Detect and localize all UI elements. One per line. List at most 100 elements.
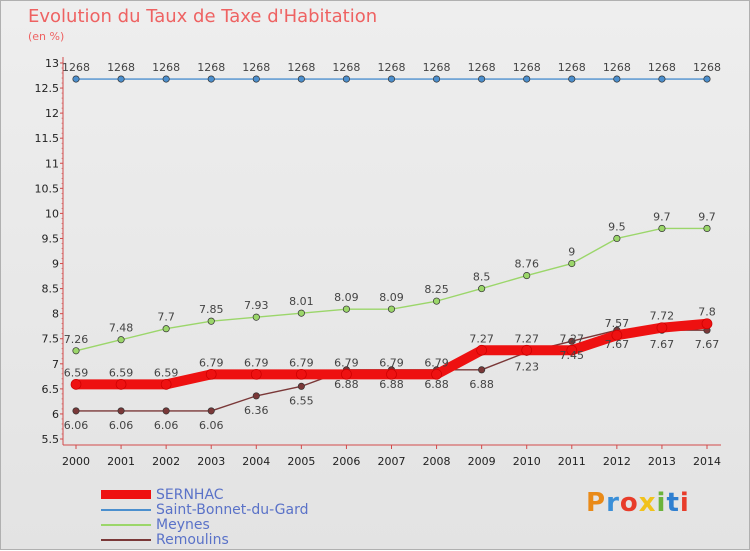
- data-point: [523, 272, 531, 280]
- legend-label: Saint-Bonnet-du-Gard: [156, 501, 309, 518]
- legend-label: SERNHAC: [156, 486, 224, 503]
- legend-swatch: [101, 490, 151, 499]
- data-label: 1268: [287, 61, 315, 74]
- data-point: [703, 224, 711, 232]
- data-label: 7.8: [698, 306, 716, 319]
- data-label: 7.72: [650, 310, 675, 323]
- data-point: [252, 313, 260, 321]
- data-label: 6.06: [154, 419, 179, 432]
- data-label: 6.36: [244, 404, 269, 417]
- data-label: 7.67: [650, 338, 675, 351]
- data-point: [205, 368, 217, 380]
- data-point: [658, 75, 666, 83]
- data-point: [566, 344, 578, 356]
- y-unit-label: (en %): [28, 30, 65, 43]
- data-label: 7.57: [605, 317, 630, 330]
- data-label: 8.09: [334, 291, 359, 304]
- data-label: 8.76: [514, 258, 539, 271]
- data-point: [117, 336, 125, 344]
- data-point: [297, 309, 305, 317]
- legend-swatch: [101, 538, 151, 541]
- data-point: [703, 75, 711, 83]
- legend-item: Remoulins: [101, 532, 309, 548]
- x-tick-label: 2007: [378, 455, 406, 468]
- x-tick-label: 2008: [423, 455, 451, 468]
- y-tick-label: 12: [45, 107, 59, 120]
- data-point: [207, 317, 215, 325]
- data-label: 6.79: [289, 356, 314, 369]
- data-label: 6.06: [199, 419, 224, 432]
- data-label: 6.59: [64, 366, 89, 379]
- data-point: [523, 75, 531, 83]
- y-tick-label: 13: [45, 57, 59, 70]
- y-tick-label: 6.5: [42, 383, 60, 396]
- data-point: [117, 75, 125, 83]
- proxiti-logo: Proxiti: [586, 488, 690, 518]
- legend-item: SERNHAC: [101, 486, 309, 503]
- x-tick-label: 2009: [468, 455, 496, 468]
- data-point: [162, 407, 170, 415]
- data-label: 8.5: [473, 271, 491, 284]
- x-tick-label: 2013: [648, 455, 676, 468]
- data-point: [387, 75, 396, 83]
- data-point: [521, 344, 533, 356]
- data-point: [431, 368, 442, 380]
- data-point: [296, 368, 307, 380]
- x-tick-label: 2005: [287, 455, 315, 468]
- data-label: 8.09: [379, 291, 404, 304]
- data-point: [160, 379, 172, 390]
- y-tick-label: 8.5: [42, 283, 60, 296]
- data-label: 8.01: [289, 295, 314, 308]
- legend-swatch: [101, 508, 151, 511]
- data-point: [252, 392, 260, 400]
- data-point: [478, 75, 486, 83]
- data-point: [72, 407, 80, 415]
- data-point: [613, 234, 621, 243]
- data-point: [72, 347, 80, 355]
- data-label: 7.93: [244, 299, 269, 312]
- data-point: [433, 297, 441, 305]
- data-point: [658, 224, 666, 232]
- data-label: 1268: [423, 61, 451, 74]
- data-label: 6.79: [334, 356, 359, 369]
- data-point: [297, 75, 305, 83]
- data-point: [342, 75, 350, 83]
- data-label: 6.79: [244, 356, 269, 369]
- data-point: [117, 407, 125, 415]
- data-point: [72, 75, 80, 83]
- y-tick-label: 11.5: [35, 132, 60, 145]
- data-label: 9.7: [653, 210, 671, 223]
- data-label: 1268: [648, 61, 676, 74]
- data-label: 7.27: [514, 332, 539, 345]
- data-point: [611, 329, 623, 341]
- data-label: 6.55: [289, 394, 314, 407]
- data-point: [252, 75, 260, 83]
- data-point: [207, 75, 215, 83]
- x-tick-label: 2011: [558, 455, 586, 468]
- data-label: 7.26: [64, 333, 89, 346]
- data-point: [207, 407, 215, 415]
- x-tick-label: 2010: [513, 455, 541, 468]
- y-tick-label: 7: [52, 358, 59, 371]
- data-point: [613, 75, 621, 83]
- y-tick-label: 5.5: [42, 433, 60, 446]
- data-label: 7.27: [560, 332, 585, 345]
- data-label: 8.25: [424, 283, 449, 296]
- data-point: [342, 305, 350, 313]
- data-label: 7.45: [560, 349, 585, 362]
- data-label: 6.88: [469, 378, 494, 391]
- data-point: [341, 368, 352, 380]
- data-label: 6.79: [199, 356, 224, 369]
- data-label: 7.67: [695, 338, 720, 351]
- data-label: 1268: [152, 61, 180, 74]
- data-point: [656, 322, 668, 334]
- data-label: 6.88: [334, 378, 359, 391]
- data-label: 1268: [693, 61, 721, 74]
- y-tick-label: 9: [52, 258, 59, 271]
- data-point: [250, 368, 262, 380]
- x-tick-label: 2001: [107, 455, 135, 468]
- data-label: 1268: [603, 61, 631, 74]
- data-label: 1268: [332, 61, 360, 74]
- data-label: 9.5: [608, 220, 626, 233]
